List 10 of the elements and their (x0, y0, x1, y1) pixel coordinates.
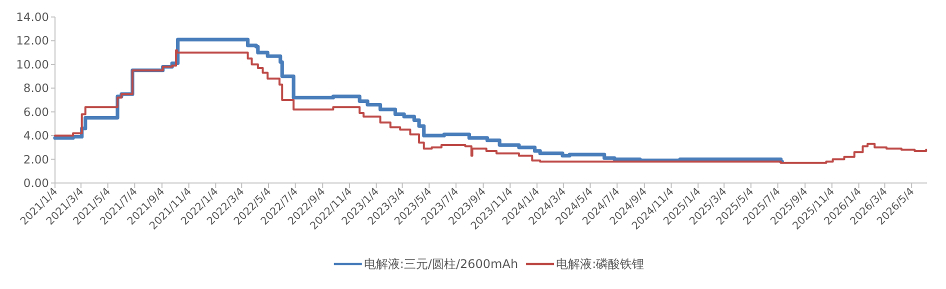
y-tick-label: 12.00 (16, 34, 49, 48)
y-tick-label: 2.00 (23, 152, 49, 166)
y-tick-label: 8.00 (23, 81, 49, 96)
legend-label: 电解液:三元/圆柱/2600mAh (364, 257, 518, 271)
y-tick-label: 0.00 (23, 176, 49, 190)
y-tick-label: 10.00 (16, 57, 49, 72)
y-tick-label: 4.00 (23, 128, 49, 143)
legend-label: 电解液:磷酸铁锂 (556, 257, 644, 271)
y-tick-label: 14.00 (16, 10, 49, 24)
y-tick-label: 6.00 (23, 104, 49, 119)
